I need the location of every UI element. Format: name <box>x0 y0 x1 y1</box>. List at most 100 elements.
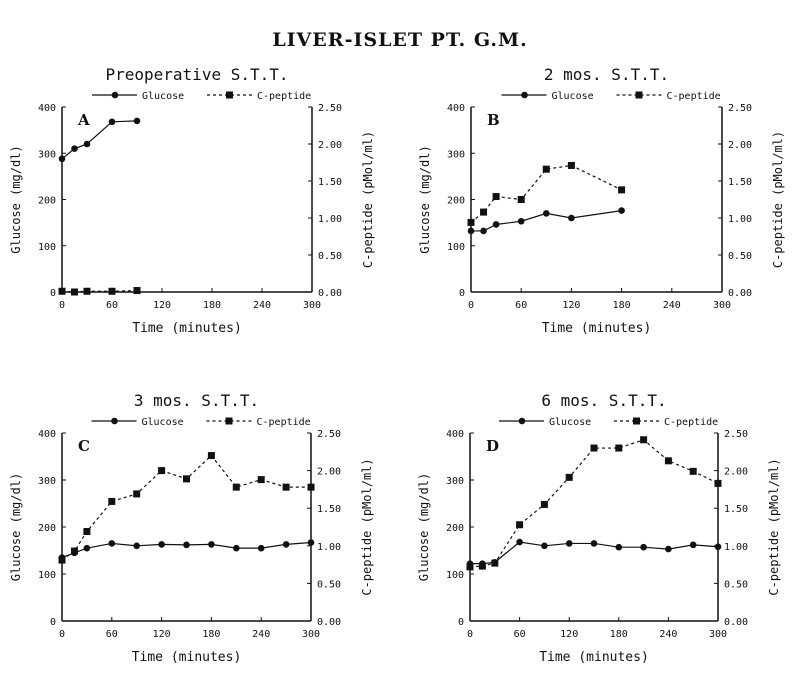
cpeptide-point <box>58 287 66 295</box>
cpeptide-point <box>491 559 499 567</box>
y-tick-label: 400 <box>447 103 465 114</box>
y2-tick-label: 0.50 <box>317 579 341 590</box>
cpeptide-point <box>478 562 486 570</box>
legend-cpeptide-marker <box>633 417 640 425</box>
y2-tick-label: 2.00 <box>317 467 341 478</box>
cpeptide-line <box>61 454 311 561</box>
legend-cpeptide-label: C-peptide <box>257 417 311 428</box>
x-tick-label: 240 <box>663 300 681 311</box>
cpeptide-point <box>83 528 91 536</box>
cpeptide-point <box>618 186 626 194</box>
glucose-point <box>133 542 140 550</box>
x-tick-label: 120 <box>560 629 578 640</box>
legend-glucose-label: Glucose <box>142 91 184 102</box>
cpeptide-point <box>516 521 524 529</box>
cpeptide-point <box>58 556 66 564</box>
glucose-point <box>568 214 575 222</box>
y-tick-label: 100 <box>447 242 465 253</box>
panel-c-letter: C <box>78 437 90 455</box>
cpeptide-point <box>480 208 488 216</box>
y-tick-label: 0 <box>50 288 56 299</box>
panel-d-y-label: Glucose (mg/dl) <box>417 473 431 581</box>
cpeptide-point <box>714 479 722 487</box>
glucose-point <box>307 539 315 546</box>
y2-tick-label: 1.00 <box>318 214 342 225</box>
y2-tick-label: 2.50 <box>728 103 752 114</box>
cpeptide-point <box>71 288 78 296</box>
y2-tick-label: 2.00 <box>724 467 748 478</box>
cpeptide-point <box>565 473 573 481</box>
y-tick-label: 200 <box>447 196 465 207</box>
y-tick-label: 400 <box>38 103 56 114</box>
panel-d-letter: D <box>486 437 499 455</box>
y-tick-label: 100 <box>446 570 464 581</box>
legend-glucose-marker <box>521 91 528 99</box>
glucose-point <box>183 541 190 549</box>
y-tick-label: 300 <box>446 476 464 487</box>
cpeptide-point <box>689 467 697 475</box>
x-tick-label: 240 <box>253 300 271 311</box>
cpeptide-point <box>108 287 116 295</box>
glucose-point <box>590 540 598 547</box>
glucose-point <box>467 227 475 235</box>
legend-glucose-marker <box>111 91 119 99</box>
y2-tick-label: 0.00 <box>724 617 748 628</box>
y2-tick-label: 0.00 <box>318 288 342 299</box>
panel-a-letter: A <box>77 111 90 129</box>
y2-tick-label: 1.50 <box>724 504 748 515</box>
glucose-point <box>208 541 215 548</box>
cpeptide-point <box>282 483 290 491</box>
y-tick-label: 300 <box>38 476 56 487</box>
x-tick-label: 120 <box>153 629 171 640</box>
cpeptide-point <box>108 497 116 505</box>
cpeptide-point <box>207 452 215 460</box>
y2-tick-label: 1.50 <box>317 504 341 515</box>
cpeptide-point <box>257 476 265 484</box>
legend-glucose-label: Glucose <box>549 417 591 428</box>
legend-glucose-label: Glucose <box>142 417 184 428</box>
glucose-point <box>83 140 91 148</box>
x-tick-label: 0 <box>468 300 474 311</box>
x-tick-label: 0 <box>59 300 65 311</box>
legend-cpeptide-label: C-peptide <box>667 91 721 102</box>
cpeptide-point <box>542 165 550 173</box>
x-tick-label: 60 <box>514 629 526 640</box>
panel-b-y-label: Glucose (mg/dl) <box>418 145 432 253</box>
cpeptide-point <box>183 475 190 483</box>
y2-tick-label: 2.00 <box>728 140 752 151</box>
x-tick-label: 60 <box>106 300 118 311</box>
panel-a-y-label: Glucose (mg/dl) <box>9 145 23 253</box>
glucose-point <box>71 145 78 152</box>
panel-d-x-label: Time (minutes) <box>539 650 649 665</box>
y-tick-label: 400 <box>446 429 464 440</box>
glucose-point <box>108 118 116 126</box>
cpeptide-point <box>590 444 598 452</box>
panel-c-y2-label: C-peptide (pMol/ml) <box>360 458 374 595</box>
cpeptide-line <box>469 439 719 568</box>
glucose-point <box>618 207 625 214</box>
y-tick-label: 100 <box>38 242 56 253</box>
x-tick-label: 300 <box>303 300 321 311</box>
glucose-point <box>615 543 623 551</box>
panel-b-y2-label: C-peptide (pMol/ml) <box>771 131 785 268</box>
panel-b-title: 2 mos. S.T.T. <box>544 65 669 84</box>
x-tick-label: 180 <box>202 629 220 640</box>
legend-cpeptide-label: C-peptide <box>664 417 718 428</box>
glucose-point <box>282 541 290 548</box>
cpeptide-point <box>133 287 141 295</box>
y2-tick-label: 1.50 <box>728 177 752 188</box>
legend-cpeptide-marker <box>225 417 233 425</box>
x-tick-label: 180 <box>613 300 631 311</box>
glucose-point <box>257 544 265 552</box>
y-tick-label: 300 <box>38 149 56 160</box>
y-tick-label: 0 <box>458 617 464 628</box>
glucose-point <box>58 155 66 163</box>
y-tick-label: 200 <box>38 523 56 534</box>
cpeptide-point <box>664 457 672 465</box>
x-tick-label: 60 <box>106 629 118 640</box>
cpeptide-point <box>640 436 648 444</box>
x-tick-label: 240 <box>659 629 677 640</box>
y2-tick-label: 0.50 <box>724 579 748 590</box>
x-tick-label: 60 <box>515 300 527 311</box>
